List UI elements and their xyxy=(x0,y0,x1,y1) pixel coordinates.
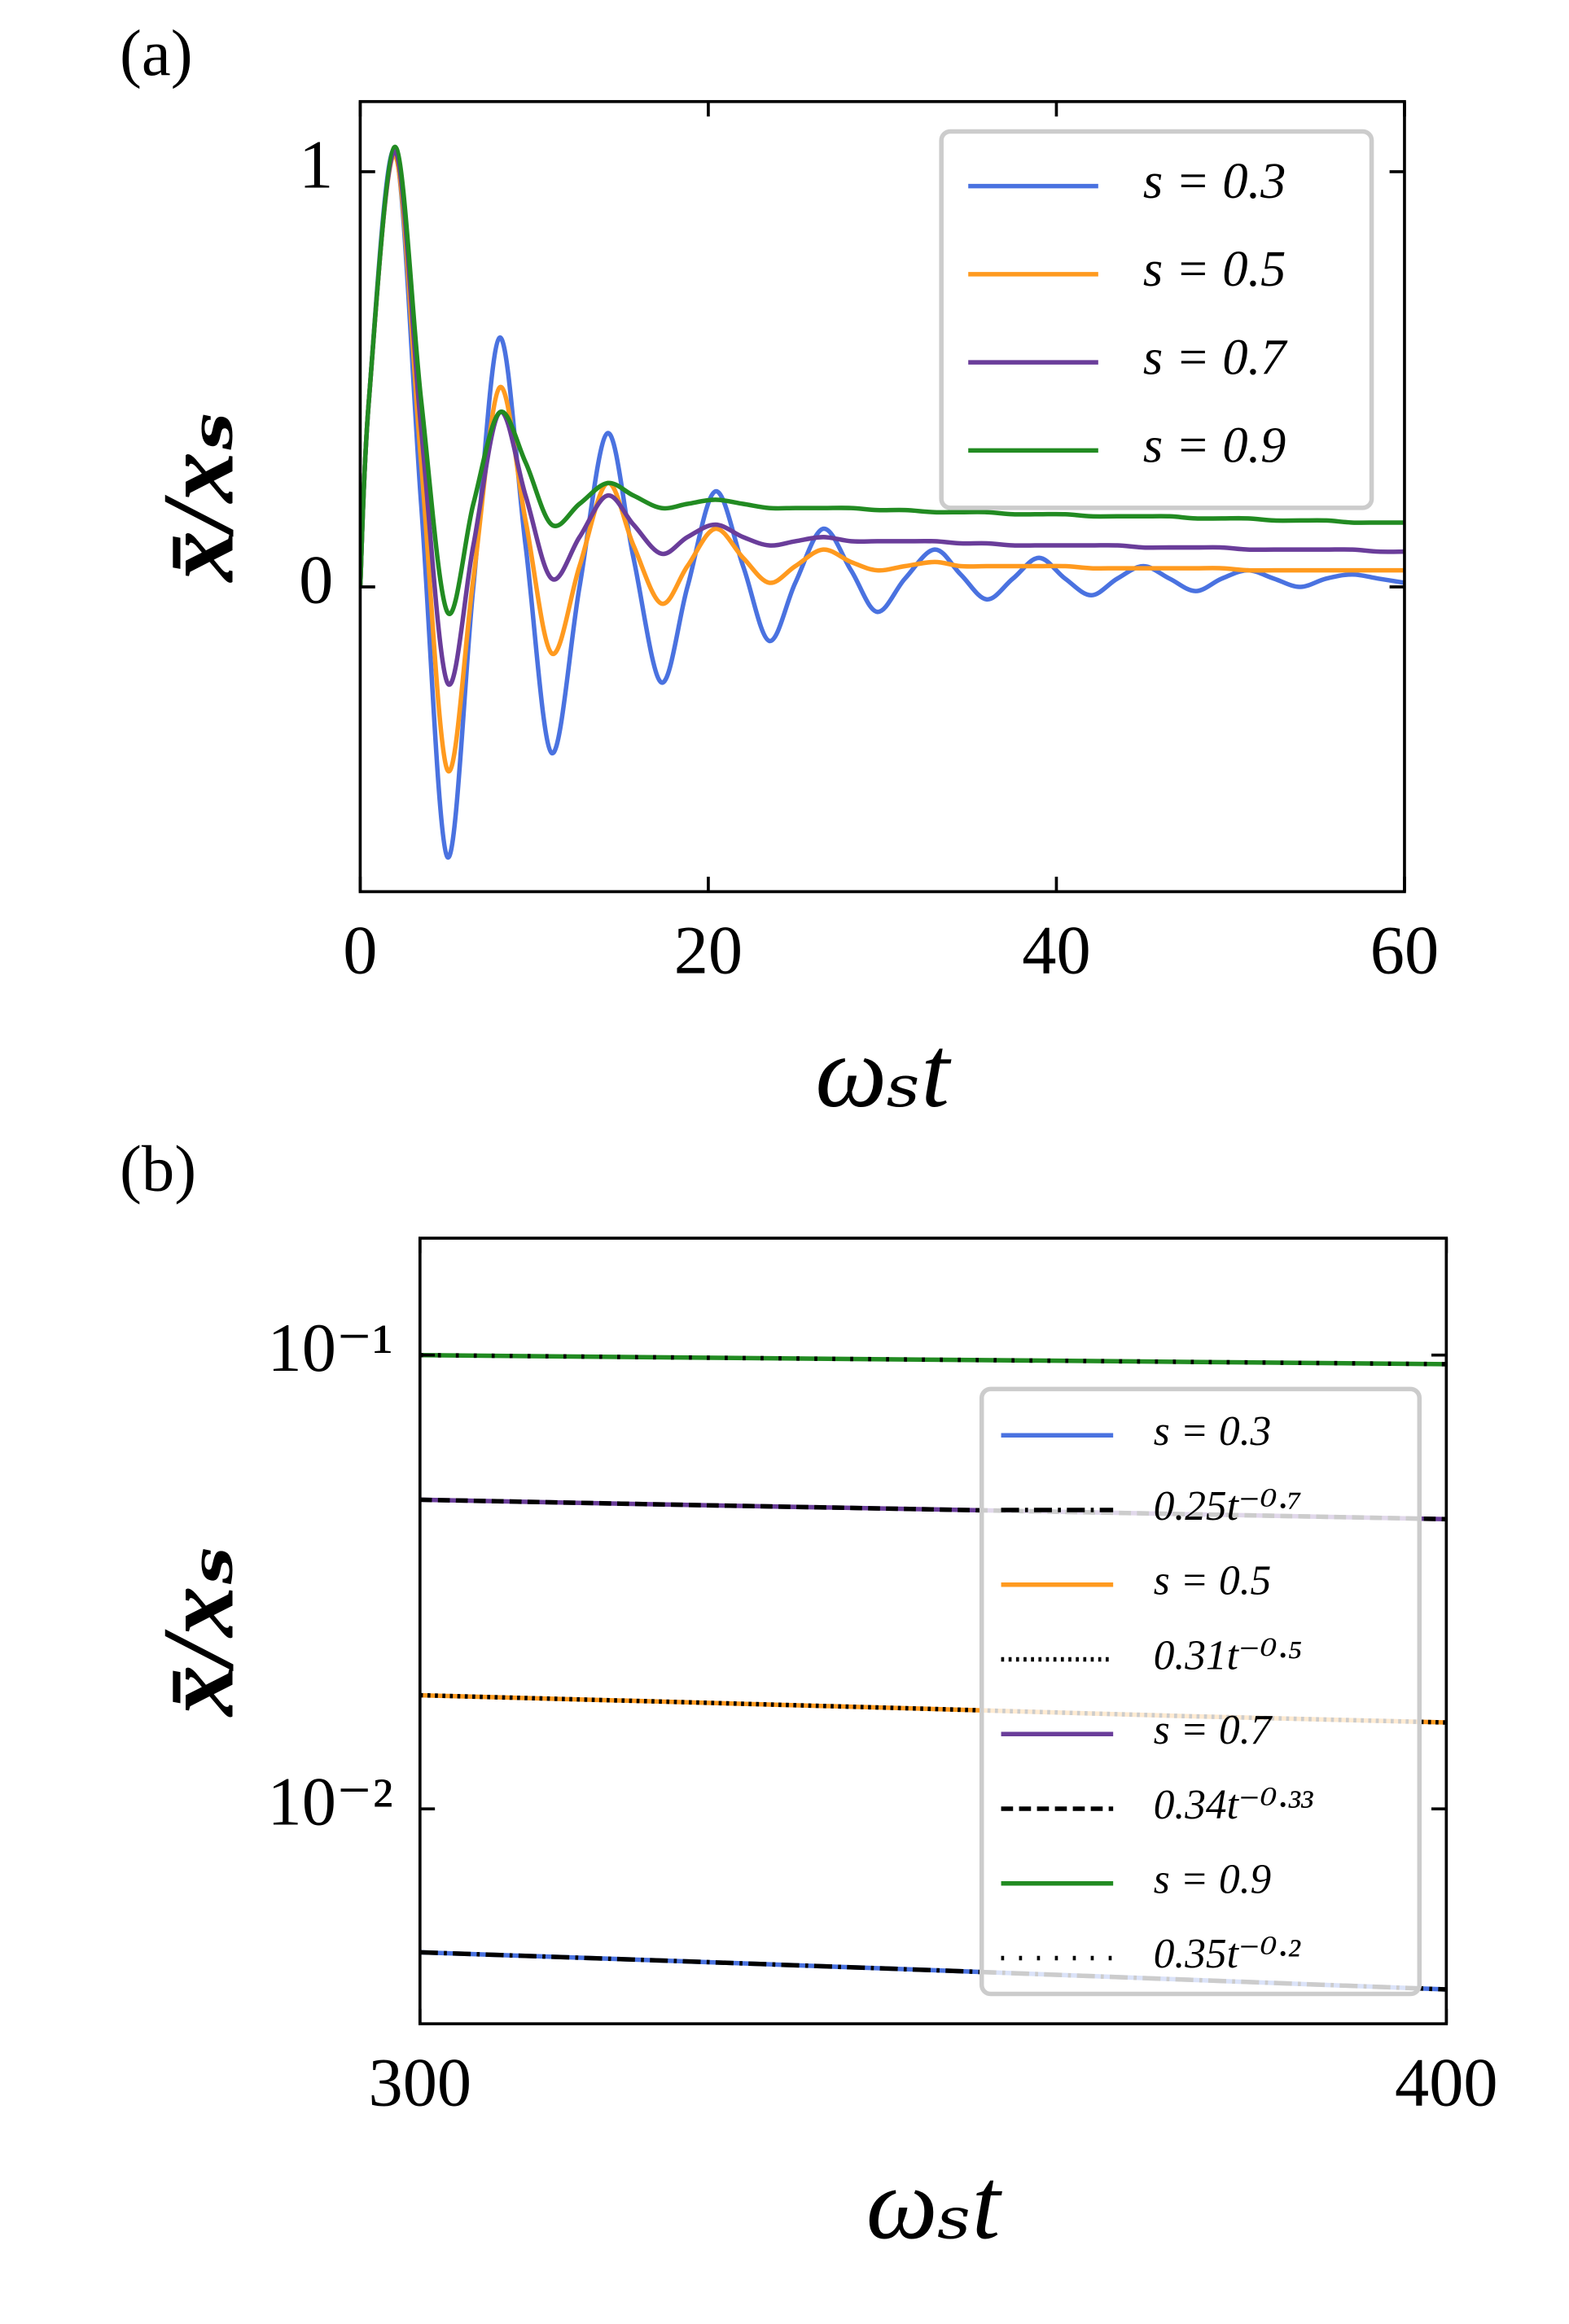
x-tick-label: 20 xyxy=(674,913,743,989)
y-tick-label: 10⁻¹ xyxy=(268,1311,393,1386)
series-line xyxy=(360,144,1405,616)
legend-box xyxy=(979,1386,1422,1997)
legend-label: 0.34t⁻⁰·³³ xyxy=(1154,1782,1314,1828)
y-axis-label: x̄/xₛ xyxy=(142,1546,255,1718)
x-tick-label: 40 xyxy=(1022,913,1090,989)
legend-label: s = 0.5 xyxy=(1143,241,1286,297)
y-tick-label: 1 xyxy=(299,127,333,203)
legend-box xyxy=(939,129,1374,510)
axes-frame xyxy=(418,1236,1448,2026)
series-line xyxy=(419,1497,1447,1521)
panel-label: (a) xyxy=(120,17,193,90)
y-tick-label: 10⁻² xyxy=(268,1765,393,1840)
series-line xyxy=(360,147,1405,860)
x-axis-label: ωₛt xyxy=(866,2148,1003,2261)
legend-label: s = 0.3 xyxy=(1143,153,1286,209)
legend-label: s = 0.3 xyxy=(1154,1408,1272,1455)
x-axis-label: ωₛt xyxy=(815,1016,952,1128)
panel-label: (b) xyxy=(120,1133,196,1206)
legend-label: s = 0.5 xyxy=(1154,1558,1272,1604)
axes-frame xyxy=(358,99,1406,894)
legend-label: s = 0.7 xyxy=(1154,1707,1273,1753)
x-tick-label: 0 xyxy=(343,913,377,989)
x-tick-label: 60 xyxy=(1370,913,1439,989)
x-tick-label: 400 xyxy=(1395,2045,1498,2120)
legend-label: 0.25t⁻⁰·⁷ xyxy=(1154,1483,1303,1530)
legend-label: s = 0.9 xyxy=(1143,418,1286,474)
plot-lines xyxy=(360,144,1405,860)
y-tick-label: 0 xyxy=(299,542,333,618)
series-line xyxy=(419,1352,1447,1367)
x-tick-label: 300 xyxy=(369,2045,472,2120)
series-line xyxy=(360,152,1405,774)
legend-label: 0.35t⁻⁰·² xyxy=(1154,1931,1302,1977)
legend-label: s = 0.9 xyxy=(1154,1857,1272,1903)
series-line xyxy=(360,148,1405,687)
y-axis-label: x̄/xₛ xyxy=(142,412,255,584)
legend-label: s = 0.7 xyxy=(1143,329,1288,385)
legend-label: 0.31t⁻⁰·⁵ xyxy=(1154,1632,1303,1678)
